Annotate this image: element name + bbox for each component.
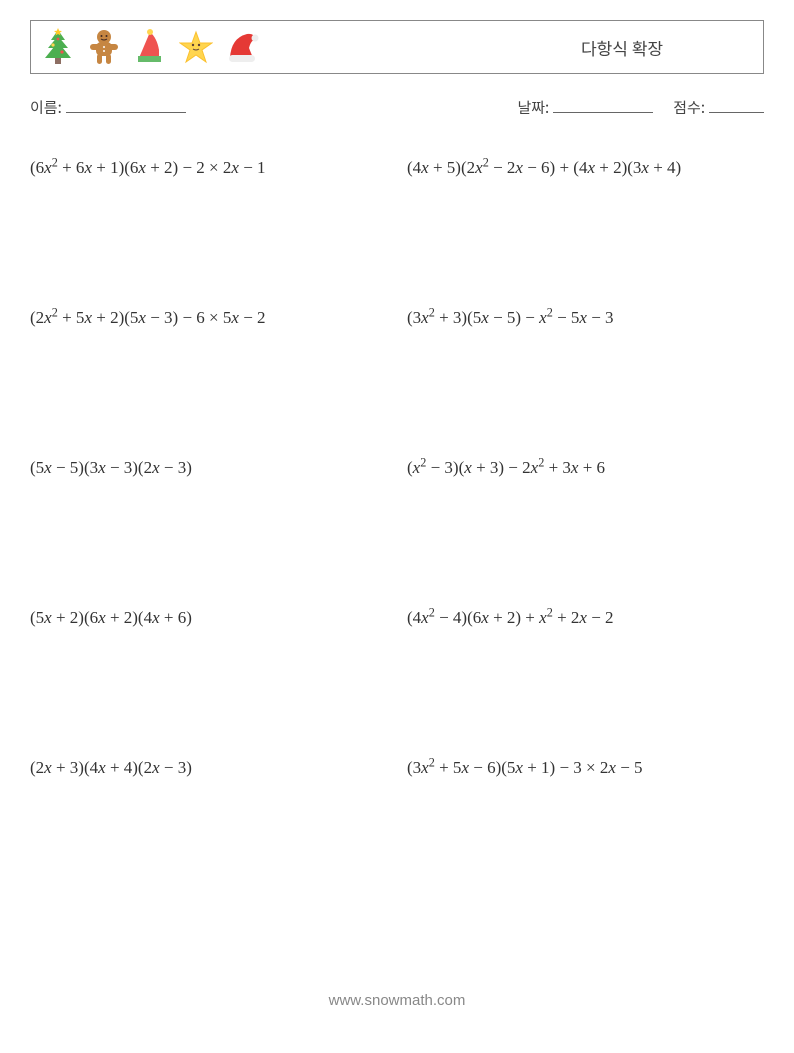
problem-1: (6x2 + 6x + 1)(6x + 2) − 2 × 2x − 1 — [30, 158, 387, 178]
header-box: 다항식 확장 — [30, 20, 764, 74]
name-blank — [66, 96, 186, 113]
santa-hat-icon — [225, 28, 259, 66]
tree-icon — [41, 28, 75, 66]
problem-5: (5x − 5)(3x − 3)(2x − 3) — [30, 458, 387, 478]
date-score-fields: 날짜: 점수: — [517, 96, 764, 118]
problem-2: (4x + 5)(2x2 − 2x − 6) + (4x + 2)(3x + 4… — [407, 158, 764, 178]
score-blank — [709, 96, 764, 113]
score-label: 점수: — [673, 97, 705, 118]
meta-row: 이름: 날짜: 점수: — [30, 96, 764, 118]
elf-hat-icon — [133, 28, 167, 66]
page: 다항식 확장 이름: 날짜: 점수: (6x2 + 6x + 1)(6x + 2… — [0, 0, 794, 798]
gingerbread-icon — [87, 28, 121, 66]
date-blank — [553, 96, 653, 113]
worksheet-title: 다항식 확장 — [581, 35, 753, 60]
problem-4: (3x2 + 3)(5x − 5) − x2 − 5x − 3 — [407, 308, 764, 328]
name-label: 이름: — [30, 97, 62, 118]
problems-grid: (6x2 + 6x + 1)(6x + 2) − 2 × 2x − 1 (4x … — [30, 158, 764, 778]
problem-7: (5x + 2)(6x + 2)(4x + 6) — [30, 608, 387, 628]
star-icon — [179, 28, 213, 66]
problem-9: (2x + 3)(4x + 4)(2x − 3) — [30, 758, 387, 778]
date-label: 날짜: — [517, 97, 549, 118]
header-icons — [41, 28, 259, 66]
problem-3: (2x2 + 5x + 2)(5x − 3) − 6 × 5x − 2 — [30, 308, 387, 328]
problem-8: (4x2 − 4)(6x + 2) + x2 + 2x − 2 — [407, 608, 764, 628]
name-field: 이름: — [30, 96, 186, 118]
problem-10: (3x2 + 5x − 6)(5x + 1) − 3 × 2x − 5 — [407, 758, 764, 778]
footer-url: www.snowmath.com — [0, 992, 794, 1009]
problem-6: (x2 − 3)(x + 3) − 2x2 + 3x + 6 — [407, 458, 764, 478]
